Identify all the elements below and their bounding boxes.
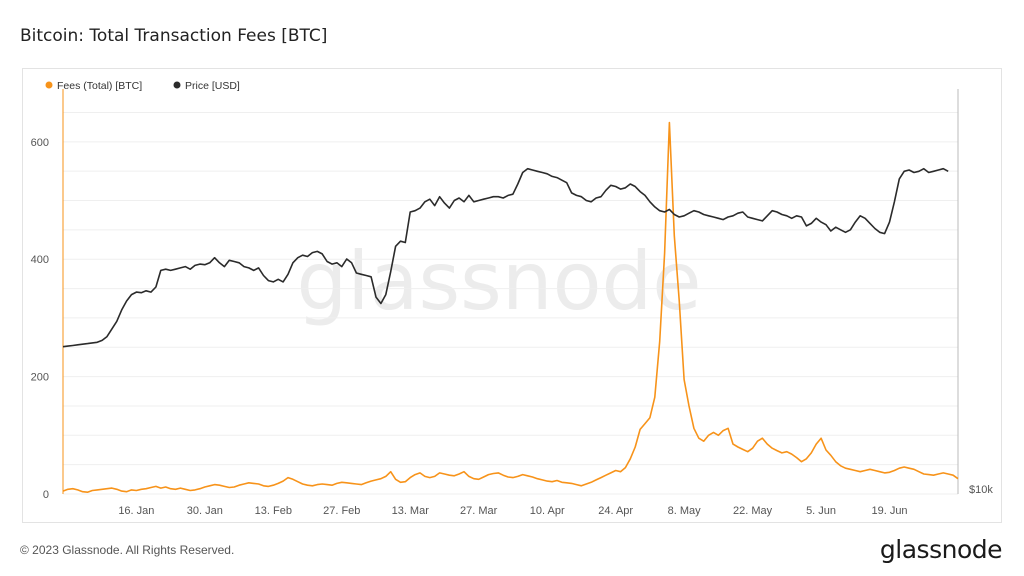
x-tick-label: 27. Mar	[460, 505, 498, 517]
grid	[63, 111, 958, 495]
x-tick-label: 10. Apr	[530, 505, 565, 517]
right-tick-label: $10k	[969, 484, 993, 496]
x-tick-label: 8. May	[668, 505, 702, 517]
right-axis: $10k	[957, 89, 993, 496]
x-tick-label: 13. Feb	[255, 505, 292, 517]
y-tick-label: 200	[31, 372, 49, 384]
legend-dot-icon	[173, 81, 181, 89]
y-tick-label: 600	[31, 137, 49, 149]
x-tick-label: 30. Jan	[187, 505, 223, 517]
legend-item-price[interactable]: Price [USD]	[173, 80, 240, 92]
chart: glassnode 0 200 400 600 $10k 16. Jan 30. Jan…	[31, 80, 994, 517]
legend[interactable]: Fees (Total) [BTC] Price [USD]	[45, 80, 240, 92]
x-tick-label: 5. Jun	[806, 505, 836, 517]
x-tick-label: 16. Jan	[118, 505, 154, 517]
chart-panel: glassnode 0 200 400 600 $10k 16. Jan 30. Jan…	[22, 68, 1002, 523]
glassnode-logo[interactable]: glassnode	[879, 535, 1003, 564]
x-tick-label: 19. Jun	[871, 505, 907, 517]
x-tick-label: 24. Apr	[598, 505, 633, 517]
x-tick-label: 22. May	[733, 505, 773, 517]
legend-label: Fees (Total) [BTC]	[57, 80, 142, 92]
x-tick-label: 27. Feb	[323, 505, 360, 517]
y-tick-label: 0	[43, 489, 49, 501]
legend-item-fees[interactable]: Fees (Total) [BTC]	[45, 80, 143, 92]
x-axis: 16. Jan 30. Jan 13. Feb 27. Feb 13. Mar 27. M…	[118, 505, 907, 517]
page-title: Bitcoin: Total Transaction Fees [BTC]	[20, 26, 328, 46]
legend-label: Price [USD]	[185, 80, 240, 92]
watermark: glassnode	[296, 235, 701, 328]
left-axis: 0 200 400 600	[31, 89, 64, 501]
x-tick-label: 13. Mar	[392, 505, 430, 517]
series-line-fees	[62, 121, 959, 494]
series-lines	[62, 121, 959, 494]
series-line-price	[62, 167, 949, 348]
copyright-text: © 2023 Glassnode. All Rights Reserved.	[20, 543, 235, 557]
legend-dot-icon	[45, 81, 53, 89]
y-tick-label: 400	[31, 254, 49, 266]
